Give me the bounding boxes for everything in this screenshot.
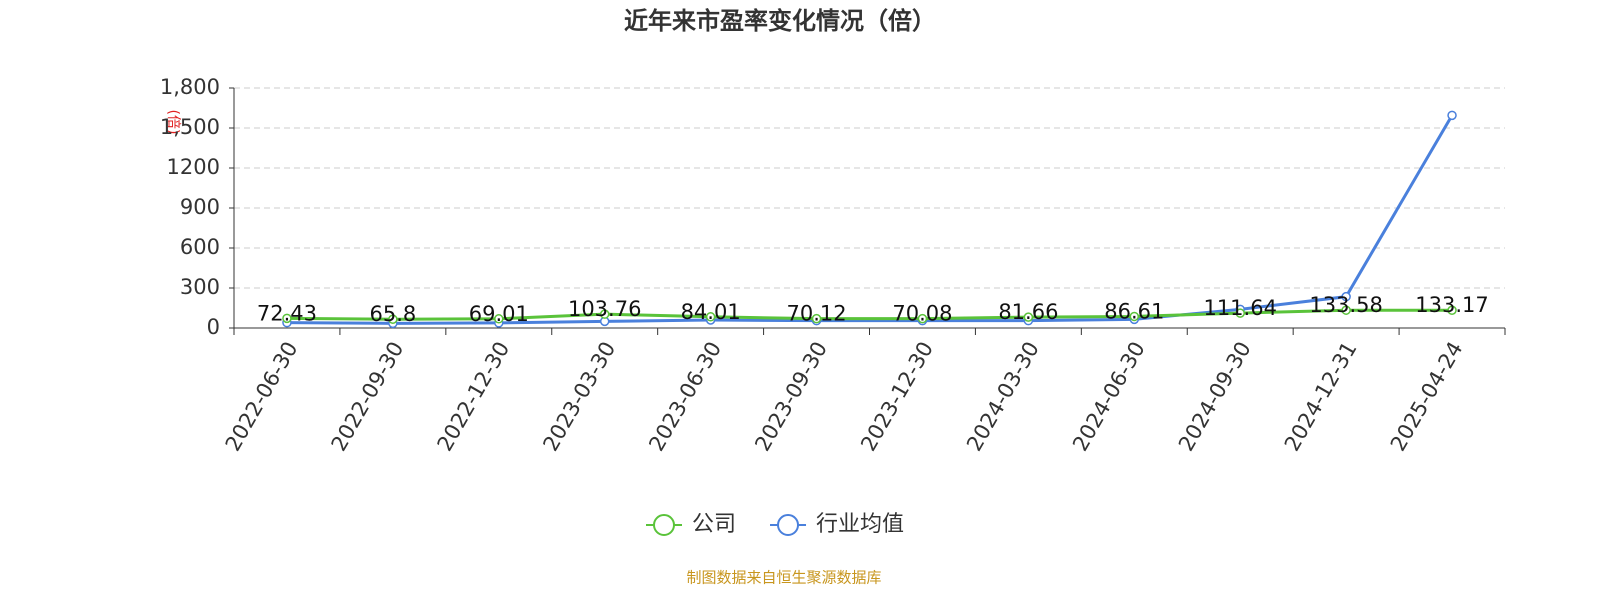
point <box>494 314 504 324</box>
data-label: 69.01 <box>469 302 529 326</box>
data-label: 72.43 <box>257 301 317 325</box>
data-label: 70.12 <box>786 302 846 326</box>
data-label: 103.76 <box>568 297 641 321</box>
point <box>1341 291 1351 302</box>
point <box>705 312 716 322</box>
y-tick-label: 900 <box>180 195 220 219</box>
series-line <box>286 308 1453 321</box>
x-tick-label: 2022-09-30 <box>327 338 409 456</box>
y-tick-label: 0 <box>207 315 220 339</box>
x-tick-label: 2023-06-30 <box>644 338 726 456</box>
data-label: 86.61 <box>1104 299 1164 323</box>
legend-label: 公司 <box>692 512 736 537</box>
data-label: 133.58 <box>1309 293 1382 317</box>
legend-marker <box>777 514 800 536</box>
point <box>1235 308 1245 318</box>
x-tick-label: 2023-09-30 <box>750 338 832 456</box>
data-label: 65.8 <box>369 302 416 326</box>
point <box>1023 312 1034 322</box>
x-tick-label: 2023-12-30 <box>856 338 938 456</box>
y-tick-label: 300 <box>180 275 220 299</box>
point <box>1129 311 1140 322</box>
source-note: 制图数据来自恒生聚源数据库 <box>686 569 881 587</box>
x-tick-label: 2025-04-24 <box>1386 338 1468 456</box>
point <box>1447 110 1457 121</box>
data-label: 111.64 <box>1203 296 1276 320</box>
point <box>811 313 822 324</box>
data-label: 133.17 <box>1415 293 1488 317</box>
y-axis-unit: (倍) <box>165 110 181 135</box>
x-tick-label: 2024-09-30 <box>1174 338 1256 456</box>
point <box>388 314 398 324</box>
point <box>917 313 928 324</box>
y-tick-label: 1,800 <box>160 75 220 99</box>
x-tick-label: 2022-06-30 <box>221 338 303 456</box>
point <box>282 313 292 324</box>
x-tick-label: 2024-03-30 <box>962 338 1044 456</box>
point <box>1341 305 1351 315</box>
data-label: 81.66 <box>998 300 1058 324</box>
chart-title: 近年来市盈率变化情况（倍） <box>624 7 936 35</box>
y-tick-label: 1200 <box>167 155 220 179</box>
y-tick-label: 600 <box>180 235 220 259</box>
x-tick-label: 2023-03-30 <box>538 338 620 456</box>
series-line <box>286 114 1454 325</box>
x-tick-label: 2022-12-30 <box>433 338 515 456</box>
point <box>599 309 610 319</box>
x-tick-label: 2024-12-31 <box>1280 338 1362 456</box>
legend-marker <box>653 514 675 536</box>
legend-label: 行业均值 <box>816 512 904 537</box>
y-tick-label: 1,500 <box>160 115 220 139</box>
data-label: 84.01 <box>681 300 741 324</box>
point <box>1447 305 1457 315</box>
x-tick-label: 2024-06-30 <box>1068 338 1150 456</box>
data-label: 70.08 <box>892 302 952 326</box>
